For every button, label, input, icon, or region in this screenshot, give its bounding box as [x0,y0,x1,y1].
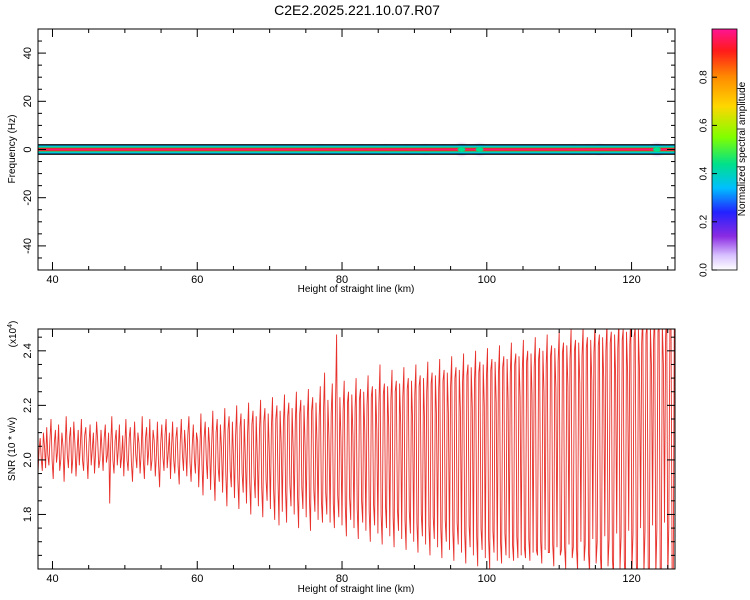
spectrogram-hotspot-core [652,147,661,152]
spectrogram-y-tick-label: -40 [22,238,34,254]
spectrogram-y-tick-label: 40 [22,47,34,59]
snr-y-ticks: 2.4 2.2 2.0 1.8 [22,336,675,556]
snr-x-axis-label: Height of straight line (km) [298,584,415,595]
snr-panel: 40 60 80 100 120 2.4 2.2 2.0 1.8 Height of stra… [7,321,676,595]
snr-frame [37,328,676,570]
spectrogram-x-tick-label: 80 [336,274,348,286]
colorbar-tick-label: 0.6 [699,118,710,132]
snr-y-tick-label: 2.4 [22,343,34,358]
colorbar-label: Normalized spectral amplitude [737,81,748,216]
spectrogram-x-ticks: 40 60 80 100 120 [46,29,669,286]
snr-x-tick-label: 80 [336,573,348,585]
colorbar-gradient [711,28,738,271]
spectrogram-x-tick-label: 120 [622,274,640,286]
snr-x-tick-label: 40 [46,573,58,585]
snr-x-tick-label: 120 [622,573,640,585]
colorbar-ticks: 0.0 0.2 0.4 0.6 0.8 [699,70,717,277]
spectrogram-band-fill [38,144,675,155]
spectrogram-y-ticks: 40 20 0 -20 -40 [22,40,675,259]
spectrogram-band [37,144,676,155]
spectrogram-y-tick-label: 0 [22,146,34,152]
colorbar-tick-label: 0.0 [699,263,710,277]
colorbar: 0.0 0.2 0.4 0.6 0.8 Normalized spectral ampl… [699,28,748,277]
spectrogram-hotspot-core [457,147,466,152]
snr-x-tick-label: 60 [191,573,203,585]
spectrogram-x-axis-label: Height of straight line (km) [298,284,415,295]
snr-series-line [38,329,675,569]
snr-y-tick-label: 1.8 [22,507,34,522]
colorbar-tick-label: 0.4 [699,166,710,180]
snr-y-multiplier: (x104) [7,321,19,348]
colorbar-tick-label: 0.8 [699,70,710,84]
snr-y-tick-label: 2.0 [22,452,34,467]
spectrogram-y-tick-label: -20 [22,190,34,206]
spectrogram-hotspot-core [475,147,484,152]
snr-x-tick-label: 100 [478,573,496,585]
spectrogram-x-tick-label: 100 [478,274,496,286]
spectrogram-y-tick-label: 20 [22,95,34,107]
spectrogram-y-axis-label: Frequency (Hz) [7,115,18,184]
spectrogram-panel: 40 60 80 100 120 40 20 0 -20 -40 Height of strai… [7,28,676,295]
snr-y-axis-label: SNR (10 * v/v) [7,417,18,481]
snr-y-tick-label: 2.2 [22,398,34,413]
snr-x-ticks: 40 60 80 100 120 [46,329,669,585]
chart-title: C2E2.2025.221.10.07.R07 [274,2,440,18]
colorbar-tick-label: 0.2 [699,214,710,228]
spectrogram-x-tick-label: 40 [46,274,58,286]
spectrogram-x-tick-label: 60 [191,274,203,286]
